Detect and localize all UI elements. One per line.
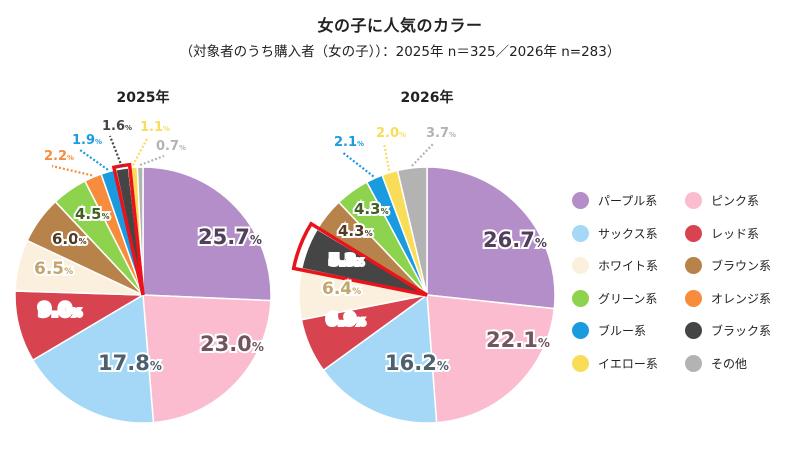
pie-1: 2026年 26.7% 22.1% 16.2% 6.9% 6.4% 5.3% 4.3% 4.3%… [291, 89, 556, 424]
leader-black [108, 135, 123, 168]
label-brown: 4.3% [338, 222, 373, 240]
slice-pink [426, 294, 556, 424]
legend-label: イエロー系 [598, 356, 658, 371]
legend-item-sax: サックス系 [572, 224, 658, 242]
leader-blue [341, 151, 375, 178]
label-black: 5.3% [329, 251, 364, 269]
pie-title-1: 2026年 [401, 89, 454, 106]
legend-swatch [572, 257, 589, 274]
legend-swatch [685, 192, 702, 209]
legend-label: ピンク系 [711, 194, 760, 208]
label-orange: 2.2% [44, 149, 74, 164]
legend-swatch [572, 322, 589, 339]
legend-swatch [572, 224, 589, 242]
legend-item-white: ホワイト系 [572, 257, 658, 274]
label-pink: 23.0% [200, 332, 264, 356]
legend-item-red: レッド系 [685, 224, 760, 242]
label-blue: 1.9% [72, 133, 102, 148]
slice-other [136, 166, 144, 296]
pie-title-0: 2025年 [117, 89, 170, 106]
label-purple: 26.7% [483, 228, 547, 252]
slice-pink [142, 294, 272, 424]
legend-item-other: その他 [685, 354, 748, 372]
pie-0: 2025年 25.7% 23.0% 17.8% 9.0% 6.5% 6.0% 4.5% 2.2%… [14, 89, 272, 424]
label-red: 6.9% [326, 310, 365, 330]
legend-item-orange: オレンジ系 [685, 289, 772, 307]
leader-orange [51, 164, 93, 177]
leader-yellow [131, 136, 149, 166]
leader-blue [79, 149, 109, 171]
legend-swatch [572, 192, 589, 209]
label-other: 3.7% [426, 126, 456, 141]
legend-label: その他 [711, 356, 748, 371]
leader-yellow [382, 142, 391, 171]
label-other: 0.7% [156, 139, 186, 154]
chart-title: 女の子に人気のカラー [317, 16, 483, 35]
legend-item-yellow: イエロー系 [572, 354, 658, 372]
label-white: 6.4% [322, 279, 361, 299]
label-sax: 16.2% [385, 351, 449, 375]
chart-subtitle: （対象者のうち購入者（女の子））：2025年 n＝325／2026年 n=283… [179, 44, 621, 60]
legend-item-pink: ピンク系 [685, 192, 759, 209]
legend-swatch [685, 257, 702, 274]
legend-label: レッド系 [711, 226, 760, 241]
legend-swatch [572, 289, 589, 307]
legend-label: オレンジ系 [711, 291, 772, 306]
legend-label: ブルー系 [598, 324, 647, 338]
legend-label: ホワイト系 [598, 259, 659, 273]
legend-label: パープル系 [598, 194, 658, 208]
slice-purple [142, 166, 272, 302]
legend-item-green: グリーン系 [572, 289, 658, 307]
legend-label: ブラック系 [711, 324, 772, 338]
legend-label: サックス系 [598, 226, 658, 241]
legend-label: ブラウン系 [711, 259, 772, 273]
label-green: 4.3% [354, 200, 389, 218]
label-black: 1.6% [102, 119, 132, 134]
leader-other [411, 142, 435, 167]
label-brown: 6.0% [52, 230, 87, 248]
slice-purple [426, 166, 556, 310]
slice-other [396, 166, 428, 296]
label-yellow: 1.1% [140, 120, 170, 135]
label-white: 6.5% [34, 259, 73, 279]
label-yellow: 2.0% [376, 126, 406, 141]
legend-item-purple: パープル系 [572, 192, 657, 209]
legend-swatch [572, 354, 589, 372]
highlight-outline [291, 221, 428, 297]
legend-swatch [685, 322, 702, 339]
slice-sax [31, 293, 155, 424]
label-pink: 22.1% [486, 328, 550, 352]
legend-swatch [685, 354, 702, 372]
legend-label: グリーン系 [598, 291, 658, 306]
legend-swatch [685, 289, 702, 307]
legend-swatch [685, 224, 702, 242]
label-sax: 17.8% [98, 351, 162, 375]
label-blue: 2.1% [334, 135, 364, 150]
label-purple: 25.7% [198, 225, 262, 249]
legend-item-black: ブラック系 [685, 322, 771, 339]
leader-other [139, 154, 165, 167]
slice-sax [322, 293, 438, 424]
label-red: 9.0% [38, 299, 82, 321]
label-green: 4.5% [75, 205, 110, 223]
legend-item-brown: ブラウン系 [685, 257, 771, 274]
legend-item-blue: ブルー系 [572, 322, 646, 339]
